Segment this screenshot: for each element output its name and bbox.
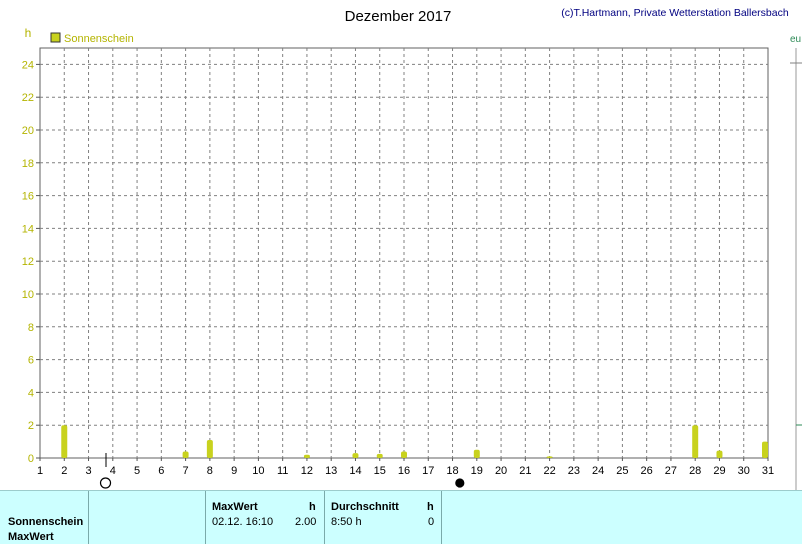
maxwert-value: 2.00: [295, 516, 317, 528]
x-tick-label: 22: [543, 465, 555, 477]
grid-lines: [36, 48, 769, 461]
sunshine-bar: [473, 449, 480, 458]
durchschnitt-unit: h: [427, 501, 434, 513]
sunshine-chart: Dezember 2017 (c)T.Hartmann, Private Wet…: [22, 7, 802, 490]
x-tick-label: 2: [61, 465, 67, 477]
sunshine-bar: [716, 450, 723, 458]
y-tick-label: 6: [28, 355, 34, 367]
y-tick-label: 16: [22, 191, 34, 203]
x-tick-label: 16: [398, 465, 410, 477]
sunshine-bar: [692, 425, 699, 458]
maxwert-date: 02.12. 16:10: [212, 516, 274, 528]
x-tick-labels: 1 2 3 4 5 6 7 8 9 10 11 12 13 14 15 16 17 18 19 20 21 22 23 24 2…: [37, 465, 774, 477]
x-tick-label: 25: [616, 465, 628, 477]
x-tick-label: 1: [37, 465, 43, 477]
x-tick-label: 20: [495, 465, 507, 477]
y-tick-label: 22: [22, 92, 34, 104]
filled-circle-icon: [455, 478, 465, 488]
maxwert-header: MaxWert: [212, 501, 258, 513]
right-edge-text: eu: [790, 34, 801, 45]
x-tick-label: 24: [592, 465, 604, 477]
x-tick-label: 19: [471, 465, 483, 477]
x-tick-label: 18: [446, 465, 458, 477]
x-tick-label: 26: [641, 465, 653, 477]
x-tick-label: 9: [231, 465, 237, 477]
moon-phases: [99, 477, 465, 489]
panel-divider: [88, 491, 89, 544]
statistics-panel: MaxWert h Durchschnitt h Sonnenschein 02…: [0, 490, 802, 544]
x-tick-label: 10: [252, 465, 264, 477]
panel-divider: [324, 491, 325, 544]
y-tick-label: 10: [22, 289, 34, 301]
bar-series: [61, 425, 768, 458]
x-tick-label: 29: [713, 465, 725, 477]
y-tick-label: 24: [22, 59, 34, 71]
x-tick-label: 7: [183, 465, 189, 477]
y-tick-label: 4: [28, 387, 34, 399]
x-tick-label: 27: [665, 465, 677, 477]
y-tick-label: 8: [28, 322, 34, 334]
panel-divider: [441, 491, 442, 544]
x-tick-label: 30: [738, 465, 750, 477]
chart-title: Dezember 2017: [345, 8, 452, 25]
x-tick-label: 12: [301, 465, 313, 477]
x-tick-label: 23: [568, 465, 580, 477]
maxwert-unit: h: [309, 501, 316, 513]
panel-divider: [205, 491, 206, 544]
durchschnitt-header: Durchschnitt: [331, 501, 399, 513]
sunshine-bar: [206, 439, 213, 458]
x-tick-label: 5: [134, 465, 140, 477]
x-tick-label: 14: [349, 465, 361, 477]
y-tick-label: 14: [22, 223, 34, 235]
y-tick-label: 18: [22, 158, 34, 170]
durchschnitt-value: 8:50 h: [331, 516, 362, 528]
sunshine-bar: [303, 454, 310, 458]
sunshine-bar: [401, 451, 407, 458]
sunshine-bar: [762, 441, 768, 458]
credit-text: (c)T.Hartmann, Private Wetterstation Bal…: [561, 7, 789, 19]
x-tick-label: 17: [422, 465, 434, 477]
x-tick-label: 11: [277, 465, 288, 477]
y-unit-label: h: [25, 26, 32, 40]
y-tick-label: 12: [22, 256, 34, 268]
row-label-maxwert: MaxWert: [8, 531, 54, 543]
x-tick-label: 13: [325, 465, 337, 477]
x-tick-label: 21: [519, 465, 531, 477]
x-tick-label: 8: [207, 465, 213, 477]
sunshine-bar: [61, 425, 68, 458]
empty-circle-icon: [99, 477, 112, 489]
row-label-sonnenschein: Sonnenschein: [8, 516, 84, 528]
x-tick-label: 6: [158, 465, 164, 477]
sunshine-bar: [376, 453, 383, 458]
x-tick-label: 28: [689, 465, 701, 477]
sunshine-bar: [182, 451, 189, 458]
durchschnitt-count: 0: [428, 516, 435, 528]
y-tick-label: 2: [28, 420, 34, 432]
sunshine-bar: [546, 456, 553, 458]
y-tick-label: 20: [22, 125, 34, 137]
legend-swatch: [50, 32, 61, 43]
x-tick-label: 4: [110, 465, 116, 477]
legend-label: Sonnenschein: [64, 33, 134, 45]
x-tick-label: 15: [374, 465, 386, 477]
x-tick-label: 31: [762, 465, 774, 477]
y-tick-label: 0: [28, 453, 34, 465]
x-tick-label: 3: [85, 465, 91, 477]
sunshine-bar: [352, 453, 359, 458]
